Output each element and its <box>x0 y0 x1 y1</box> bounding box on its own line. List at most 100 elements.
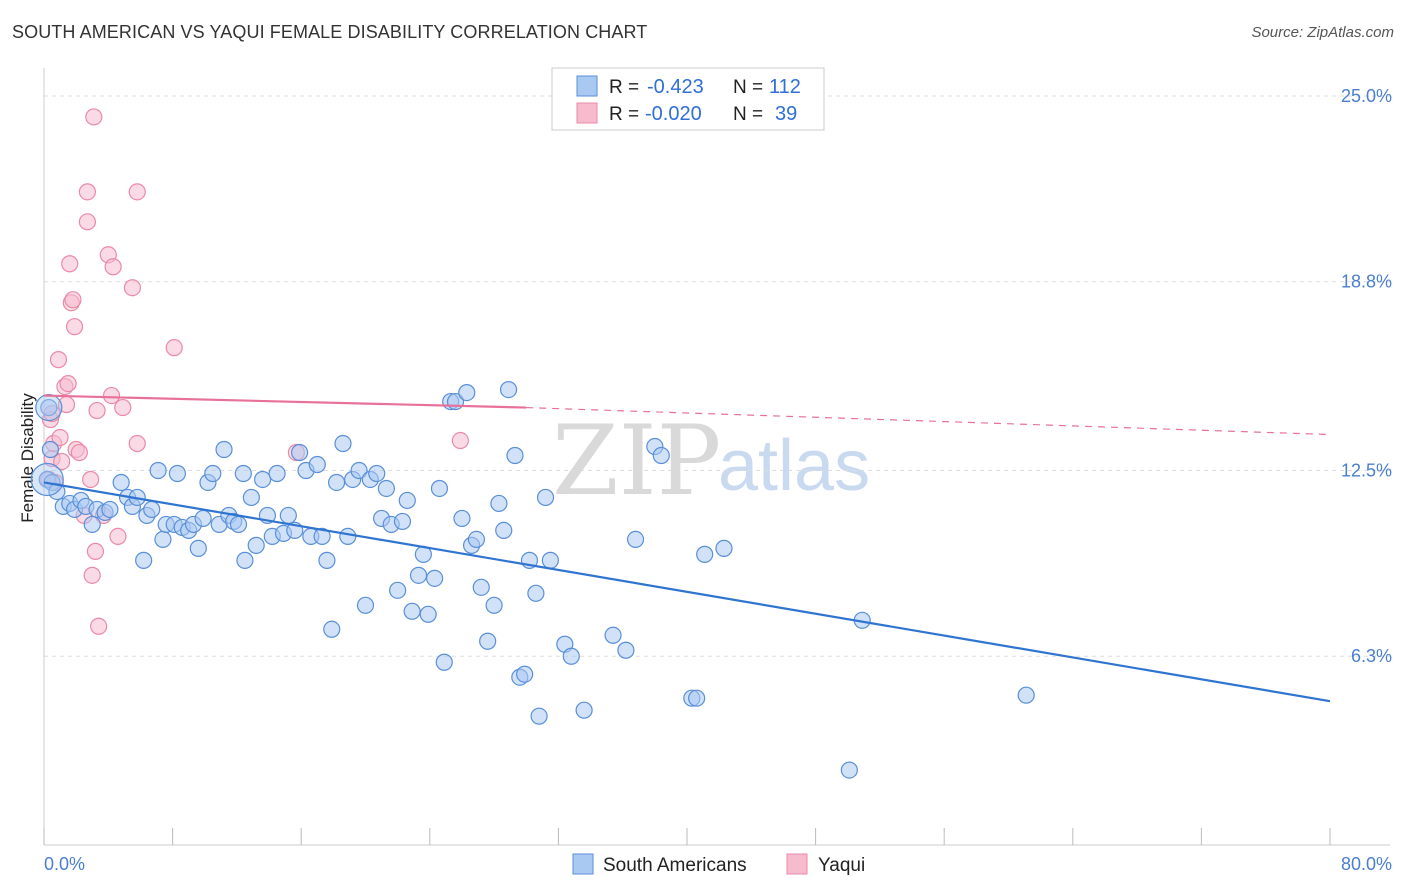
south-american-point <box>393 512 412 531</box>
yaqui-point <box>85 108 103 126</box>
legend-swatch-pink <box>576 102 598 124</box>
y-tick-label: 25.0% <box>1341 86 1392 106</box>
south-american-point <box>234 464 252 483</box>
y-tick-label: 12.5% <box>1341 460 1392 480</box>
bottom-legend-swatch-blue <box>572 853 594 875</box>
south-american-point <box>536 488 555 507</box>
legend: R = -0.423 N = 112 R = -0.020 N = 39 <box>551 67 825 131</box>
south-american-point <box>467 530 486 548</box>
south-american-point <box>409 566 428 584</box>
yaqui-point <box>128 434 146 453</box>
south-american-point <box>696 545 714 563</box>
source-label: Source: ZipAtlas.com <box>1251 24 1394 41</box>
south-american-point <box>715 539 733 557</box>
legend-n-value-blue: 112 <box>769 76 801 98</box>
south-american-point <box>530 707 548 725</box>
yaqui-trend-line-extension <box>526 406 1331 436</box>
bottom-legend-swatch-pink <box>786 853 808 875</box>
south-american-point <box>308 455 326 474</box>
yaqui-point <box>53 452 71 471</box>
watermark-zip: ZIP <box>552 405 721 517</box>
south-american-point <box>368 464 386 483</box>
south-american-point <box>112 473 130 492</box>
south-american-point <box>168 464 187 483</box>
yaqui-point <box>65 318 84 336</box>
yaqui-point <box>86 542 105 560</box>
south-american-point <box>562 647 580 665</box>
south-american-point <box>215 440 233 459</box>
south-american-point <box>426 569 444 587</box>
trend-lines <box>43 394 1331 703</box>
south-american-point <box>323 620 341 638</box>
south-american-point <box>541 551 559 569</box>
legend-r-label-pink: R = <box>609 104 639 125</box>
south-american-point <box>840 761 858 779</box>
bottom-legend-label-yaqui: Yaqui <box>818 855 865 876</box>
south-american-point <box>247 536 265 554</box>
south-american-point <box>490 494 508 513</box>
south-american-point <box>149 461 167 480</box>
south-american-point <box>313 527 331 546</box>
yaqui-point <box>59 375 77 393</box>
south-american-point <box>242 488 260 507</box>
yaqui-points <box>40 108 469 635</box>
south-american-point <box>377 479 395 498</box>
south-american-point <box>389 581 407 599</box>
south-american-point <box>236 551 254 569</box>
south-american-point <box>194 509 212 528</box>
yaqui-point <box>90 617 108 635</box>
south-american-point <box>101 500 119 519</box>
bottom-legend-label-south-americans: South Americans <box>603 855 747 876</box>
south-american-point <box>688 689 706 707</box>
legend-n-label-blue: N = <box>733 77 763 98</box>
south-american-point <box>41 440 60 459</box>
south-american-point <box>458 383 476 402</box>
yaqui-point <box>82 470 100 489</box>
south-american-point <box>334 434 352 453</box>
south-american-point <box>485 596 503 614</box>
yaqui-point <box>88 401 106 420</box>
south-american-point <box>652 446 670 465</box>
south-american-point <box>495 521 513 540</box>
legend-r-value-pink: -0.020 <box>645 103 702 125</box>
south-american-trend-line <box>43 481 1331 703</box>
legend-swatch-blue <box>576 75 598 97</box>
south-american-point <box>626 530 645 548</box>
south-american-point <box>229 515 248 534</box>
south-american-point <box>35 393 63 422</box>
legend-r-label-blue: R = <box>609 77 639 98</box>
gridlines <box>44 95 1390 657</box>
south-american-point <box>516 665 534 683</box>
yaqui-point <box>70 443 88 462</box>
yaqui-point <box>128 183 146 201</box>
south-american-point <box>40 398 58 417</box>
south-american-point <box>83 515 101 534</box>
south-american-point <box>419 605 437 623</box>
south-american-point <box>575 701 593 719</box>
south-american-point <box>403 602 421 620</box>
yaqui-point <box>165 339 183 357</box>
yaqui-point <box>109 527 127 546</box>
chart-title: SOUTH AMERICAN VS YAQUI FEMALE DISABILIT… <box>12 22 648 42</box>
yaqui-trend-line <box>43 394 527 409</box>
south-american-point <box>279 506 297 525</box>
south-american-point <box>30 462 64 497</box>
south-american-point <box>604 626 622 644</box>
south-american-point <box>527 584 545 602</box>
legend-n-label-pink: N = <box>733 104 763 125</box>
south-american-point <box>453 509 471 528</box>
legend-r-value-blue: -0.423 <box>647 76 704 98</box>
legend-n-value-pink: 39 <box>775 103 797 125</box>
south-american-point <box>479 632 497 650</box>
south-american-point <box>143 500 161 519</box>
south-american-point <box>435 653 453 671</box>
south-american-point <box>506 446 524 465</box>
south-american-point <box>398 491 416 510</box>
yaqui-point <box>64 291 82 309</box>
yaqui-point <box>61 255 79 273</box>
y-tick-labels: 6.3% 12.5% 18.8% 25.0% <box>1341 86 1392 666</box>
x-tick-label-min: 0.0% <box>44 854 85 874</box>
yaqui-point <box>51 428 69 447</box>
south-american-point <box>135 551 153 569</box>
